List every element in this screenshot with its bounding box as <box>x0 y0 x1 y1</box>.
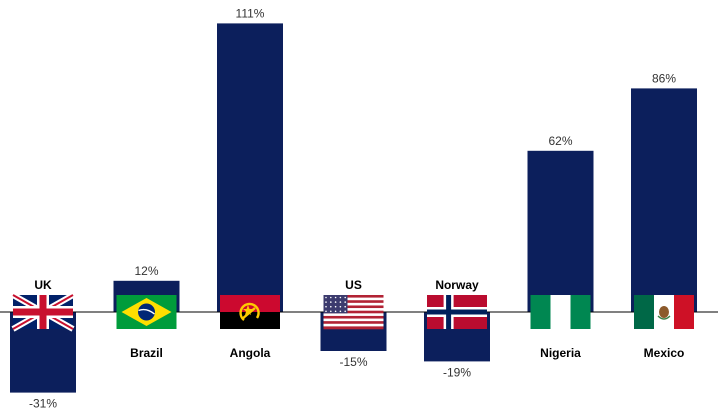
value-label-norway: -19% <box>443 365 471 379</box>
value-label-angola: 111% <box>236 6 265 20</box>
norway-flag-icon <box>427 295 487 329</box>
category-label-norway: Norway <box>435 278 479 292</box>
bar-nigeria <box>527 150 594 312</box>
category-label-uk: UK <box>34 278 52 292</box>
category-label-mexico: Mexico <box>644 346 685 360</box>
labels-group: -31% UK 12% Brazil 111% Angola -15% US -19% Norwa… <box>29 6 684 410</box>
brazil-flag-icon <box>116 295 177 329</box>
value-label-mexico: 86% <box>652 71 676 85</box>
uk-flag-icon <box>11 292 75 332</box>
value-label-uk: -31% <box>29 397 57 411</box>
value-label-brazil: 12% <box>134 264 158 278</box>
flags-group <box>11 292 694 332</box>
bar-mexico <box>631 88 697 313</box>
category-label-nigeria: Nigeria <box>540 346 581 360</box>
category-label-angola: Angola <box>230 346 271 360</box>
value-label-nigeria: 62% <box>548 134 572 148</box>
nigeria-flag-icon <box>530 295 591 329</box>
us-flag-icon <box>323 295 384 330</box>
mexico-flag-icon <box>634 295 694 329</box>
angola-flag-icon <box>220 295 280 329</box>
bars-group <box>10 23 697 393</box>
bar-angola <box>217 23 283 313</box>
value-label-us: -15% <box>339 355 367 369</box>
category-label-us: US <box>345 278 362 292</box>
category-label-brazil: Brazil <box>130 346 163 360</box>
